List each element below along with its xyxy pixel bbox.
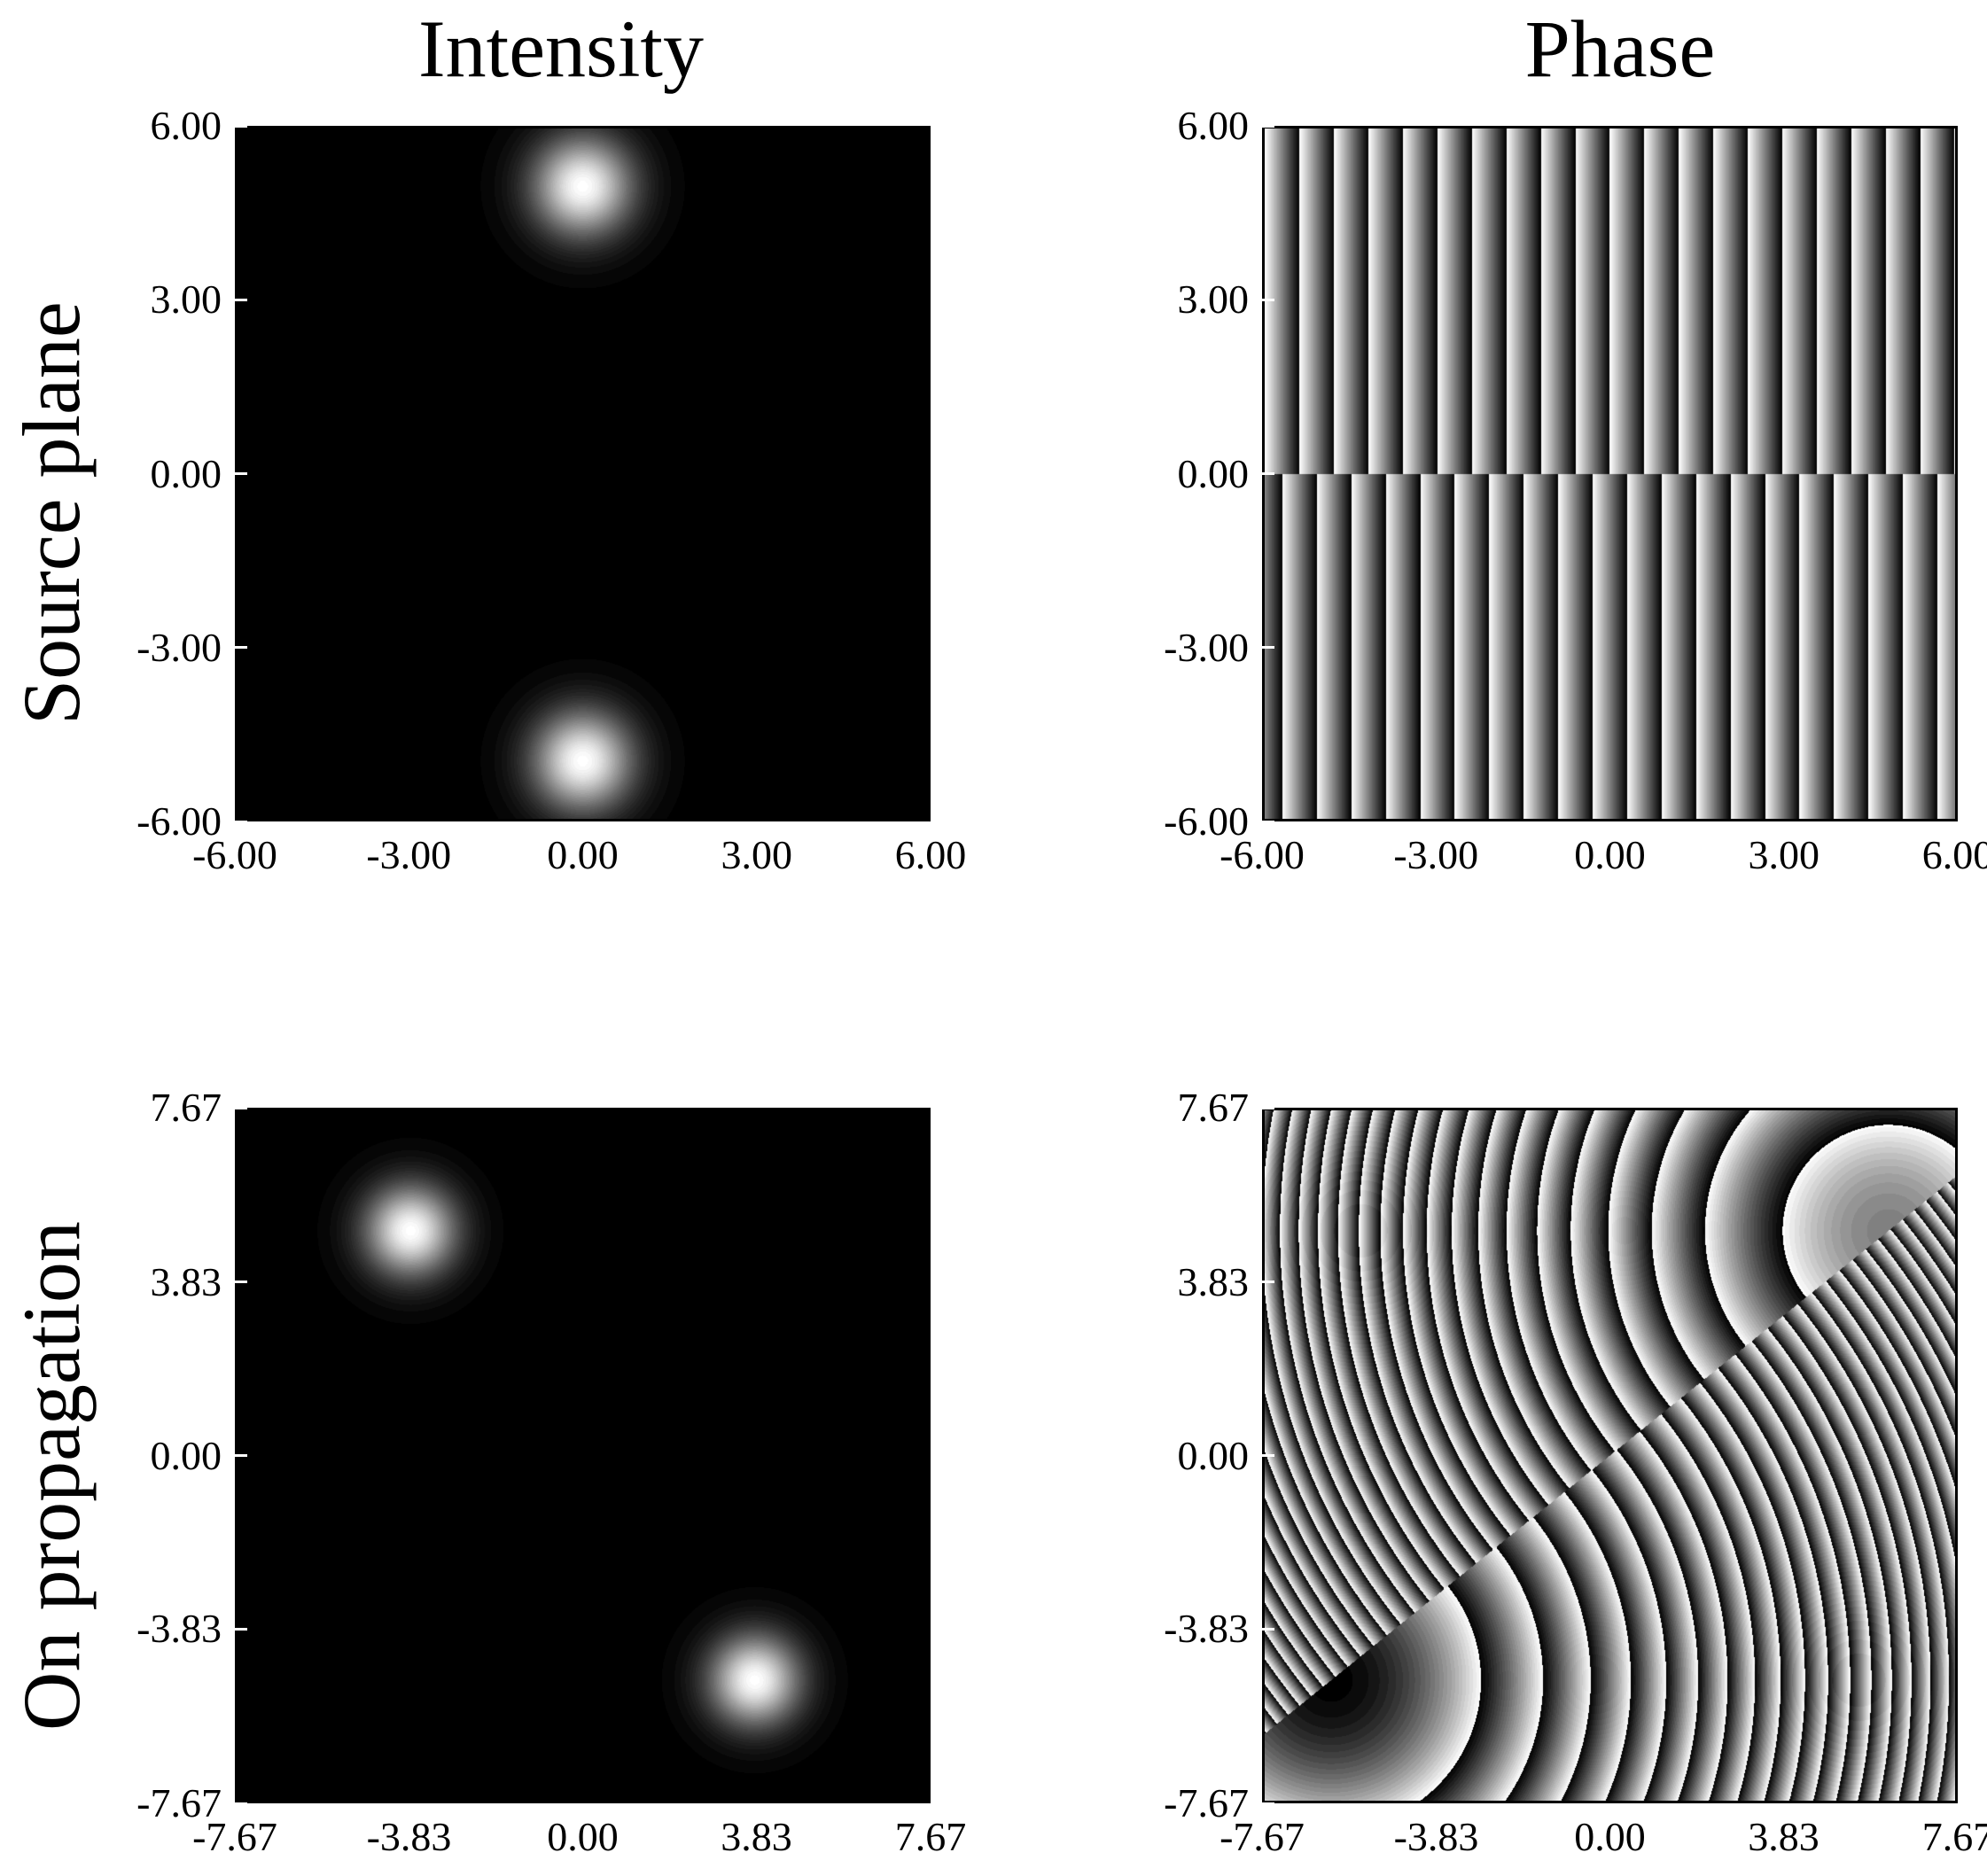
intensity-source-xtick-label: 0.00	[547, 832, 619, 877]
phase-source-xtick-label: 0.00	[1574, 832, 1646, 877]
intensity-propagation-ytick-mark	[235, 1281, 247, 1283]
phase-source-ytick-mark	[1262, 820, 1274, 823]
column-title-phase: Phase	[1524, 4, 1716, 94]
intensity-source-ytick-mark	[235, 820, 247, 823]
phase-propagation-xtick-label: -3.83	[1393, 1814, 1479, 1859]
phase-source-ytick-label: 3.00	[1177, 276, 1250, 323]
intensity-propagation-xtick-label: 7.67	[894, 1814, 967, 1859]
column-title-intensity: Intensity	[418, 4, 704, 94]
phase-source-xtick-label: 6.00	[1921, 832, 1987, 877]
phase-source-image	[1265, 128, 1955, 819]
row-title-source-plane: Source plane	[6, 301, 97, 725]
intensity-propagation-xtick-label: 3.83	[721, 1814, 792, 1859]
phase-source-ytick-label: -6.00	[1164, 798, 1249, 844]
phase-propagation-ytick-label: 7.67	[1177, 1085, 1250, 1130]
phase-propagation-plot	[1262, 1108, 1958, 1803]
phase-propagation-xtick-label: 7.67	[1921, 1814, 1987, 1859]
phase-source-xtick-label: -6.00	[1219, 832, 1305, 877]
phase-source-xtick-label: -3.00	[1393, 832, 1479, 877]
intensity-propagation-ytick-mark	[235, 1627, 247, 1631]
intensity-source-ytick-mark	[235, 298, 247, 301]
phase-source-ytick-mark	[1262, 646, 1274, 650]
intensity-propagation-ytick-mark	[235, 1802, 247, 1805]
phase-source-ytick-label: 0.00	[1177, 450, 1250, 496]
intensity-source-xtick-label: 6.00	[894, 832, 967, 877]
intensity-source-xtick-label: -3.00	[366, 832, 452, 877]
phase-propagation-ytick-mark	[1262, 1627, 1274, 1631]
phase-source-ytick-label: -3.00	[1164, 624, 1249, 670]
intensity-source-xtick-label: 3.00	[721, 832, 793, 877]
intensity-propagation-xtick-label: -7.67	[192, 1814, 277, 1859]
phase-propagation-ytick-label: 3.83	[1177, 1258, 1250, 1304]
phase-source-xtick-label: 3.00	[1748, 832, 1820, 877]
intensity-source-ytick-label: -6.00	[136, 798, 222, 844]
phase-source-ytick-label: 6.00	[1177, 103, 1250, 148]
phase-propagation-ytick-label: -3.83	[1164, 1606, 1249, 1652]
phase-propagation-xtick-label: -7.67	[1219, 1814, 1305, 1859]
intensity-source-ytick-mark	[235, 472, 247, 475]
phase-source-ytick-mark	[1262, 472, 1274, 475]
intensity-propagation-ytick-label: -7.67	[136, 1780, 222, 1825]
phase-propagation-ytick-mark	[1262, 1454, 1274, 1457]
intensity-propagation-ytick-mark	[235, 1454, 247, 1457]
phase-propagation-xtick-label: 3.83	[1748, 1814, 1819, 1859]
intensity-source-image	[238, 128, 928, 819]
phase-source-ytick-mark	[1262, 298, 1274, 301]
intensity-propagation-plot	[235, 1108, 931, 1803]
phase-propagation-ytick-label: -7.67	[1164, 1780, 1249, 1825]
intensity-source-ytick-label: 6.00	[150, 103, 222, 148]
intensity-source-xtick-label: -6.00	[192, 832, 277, 877]
intensity-propagation-ytick-label: 7.67	[150, 1085, 222, 1130]
phase-source-plot	[1262, 126, 1958, 821]
intensity-source-plot	[235, 126, 931, 821]
intensity-source-ytick-label: 0.00	[150, 450, 222, 496]
phase-propagation-ytick-mark	[1262, 1106, 1274, 1109]
intensity-propagation-xtick-label: -3.83	[366, 1814, 452, 1859]
intensity-source-ytick-label: -3.00	[136, 624, 222, 670]
phase-propagation-ytick-label: 0.00	[1177, 1432, 1250, 1478]
intensity-propagation-xtick-label: 0.00	[547, 1814, 619, 1859]
phase-propagation-image	[1265, 1110, 1955, 1801]
phase-source-ytick-mark	[1262, 124, 1274, 128]
intensity-propagation-image	[238, 1110, 928, 1801]
phase-propagation-ytick-mark	[1262, 1802, 1274, 1805]
intensity-source-ytick-mark	[235, 124, 247, 128]
intensity-propagation-ytick-mark	[235, 1106, 247, 1109]
intensity-propagation-ytick-label: 0.00	[150, 1432, 222, 1478]
phase-propagation-ytick-mark	[1262, 1281, 1274, 1283]
intensity-source-ytick-label: 3.00	[150, 276, 222, 323]
intensity-propagation-ytick-label: 3.83	[150, 1258, 222, 1304]
intensity-propagation-ytick-label: -3.83	[136, 1606, 222, 1652]
intensity-source-ytick-mark	[235, 646, 247, 650]
row-title-on-propagation: On propagation	[6, 1221, 97, 1731]
phase-propagation-xtick-label: 0.00	[1574, 1814, 1646, 1859]
